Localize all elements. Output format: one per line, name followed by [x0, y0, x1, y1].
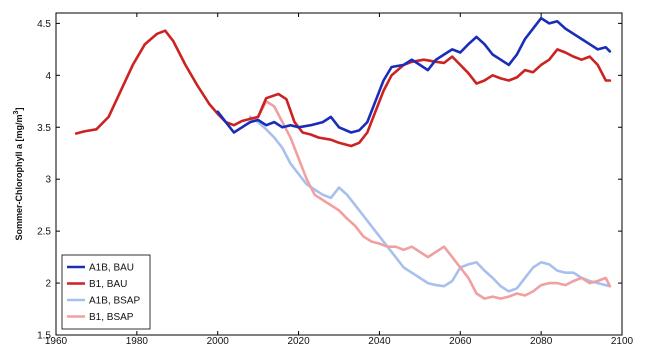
x-tick-label: 1980 [126, 336, 149, 346]
y-tick-label: 3 [45, 175, 51, 186]
plot-area-frame [55, 12, 623, 336]
series-line-b1-bau [74, 29, 612, 148]
x-tick-label: 2000 [207, 336, 230, 346]
series-line-b1-bsap [248, 100, 612, 300]
x-tick-label: 2100 [611, 336, 634, 346]
x-tick-label: 2080 [530, 336, 553, 346]
y-axis-label: Sommer-Chlorophyll a [mg/m3] [13, 108, 24, 241]
legend: A1B, BAU B1, BAU A1B, BSAP B1, BSAP [61, 254, 151, 330]
legend-label: B1, BSAP [89, 312, 134, 323]
x-tick-label: 2060 [449, 336, 472, 346]
x-tick-label: 1960 [45, 336, 68, 346]
legend-label: A1B, BSAP [89, 296, 140, 307]
y-tick-label: 2.5 [37, 227, 51, 238]
series-line-a1b-bau [216, 16, 612, 134]
y-tick-label: 2 [45, 279, 51, 290]
x-tick-label: 2040 [368, 336, 391, 346]
y-tick-label: 1.5 [37, 331, 51, 342]
series-layer [74, 16, 612, 300]
axis-ticks: 1960 1980 2000 2020 2040 2060 2080 2100 1.5 2 2.5 3… [37, 13, 634, 347]
y-tick-label: 4 [45, 71, 51, 82]
series-line-a1b-bsap [248, 115, 612, 293]
x-tick-label: 2020 [287, 336, 310, 346]
legend-label: B1, BAU [89, 279, 127, 290]
y-tick-label: 3.5 [37, 123, 51, 134]
legend-label: A1B, BAU [89, 263, 134, 274]
y-tick-label: 4.5 [37, 19, 51, 30]
